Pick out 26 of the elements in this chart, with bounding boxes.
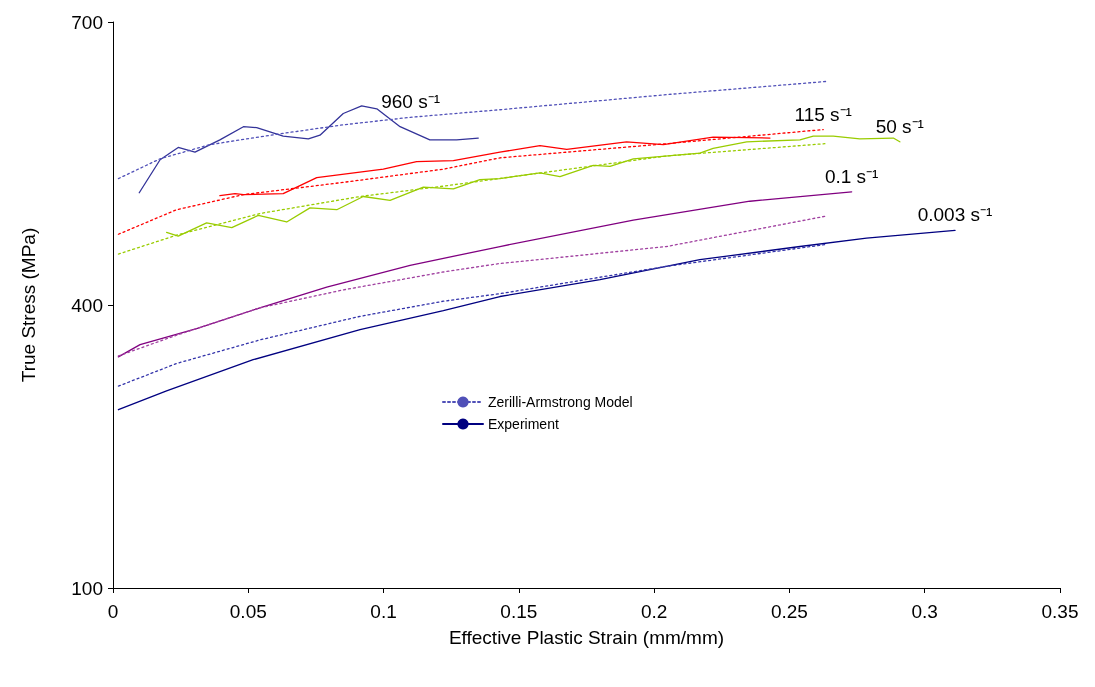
annotation: 50 s⁻¹: [875, 115, 924, 137]
x-tick-label: 0: [107, 601, 119, 622]
legend-label: Experiment: [488, 416, 559, 432]
line-series: [117, 128, 824, 235]
legend-label: Zerilli-Armstrong Model: [488, 394, 633, 410]
annotation: 0.1 s⁻¹: [824, 165, 879, 187]
annotation: 960 s⁻¹: [381, 91, 441, 113]
x-tick-label: 0.3: [911, 601, 938, 622]
annotation: 115 s⁻¹: [794, 103, 852, 125]
x-tick-label: 0.05: [229, 601, 267, 622]
x-tick-label: 0.1: [370, 601, 397, 622]
x-tick-label: 0.25: [770, 601, 808, 622]
line-series: [117, 191, 853, 358]
y-tick-label: 700: [71, 11, 103, 33]
y-tick-label: 100: [71, 577, 103, 599]
line-series: [117, 229, 956, 411]
line-series: [117, 215, 826, 357]
y-axis-title: True Stress (MPa): [18, 227, 39, 383]
x-axis-title: Effective Plastic Strain (mm/mm): [448, 627, 725, 648]
y-tick-label: 400: [71, 294, 103, 316]
x-tick-label: 0.35: [1041, 601, 1079, 622]
line-series: [219, 136, 771, 197]
line-series: [117, 243, 826, 387]
x-tick-label: 0.15: [500, 601, 538, 622]
x-tick-label: 0.2: [640, 601, 668, 622]
annotation: 0.003 s⁻¹: [917, 204, 993, 226]
